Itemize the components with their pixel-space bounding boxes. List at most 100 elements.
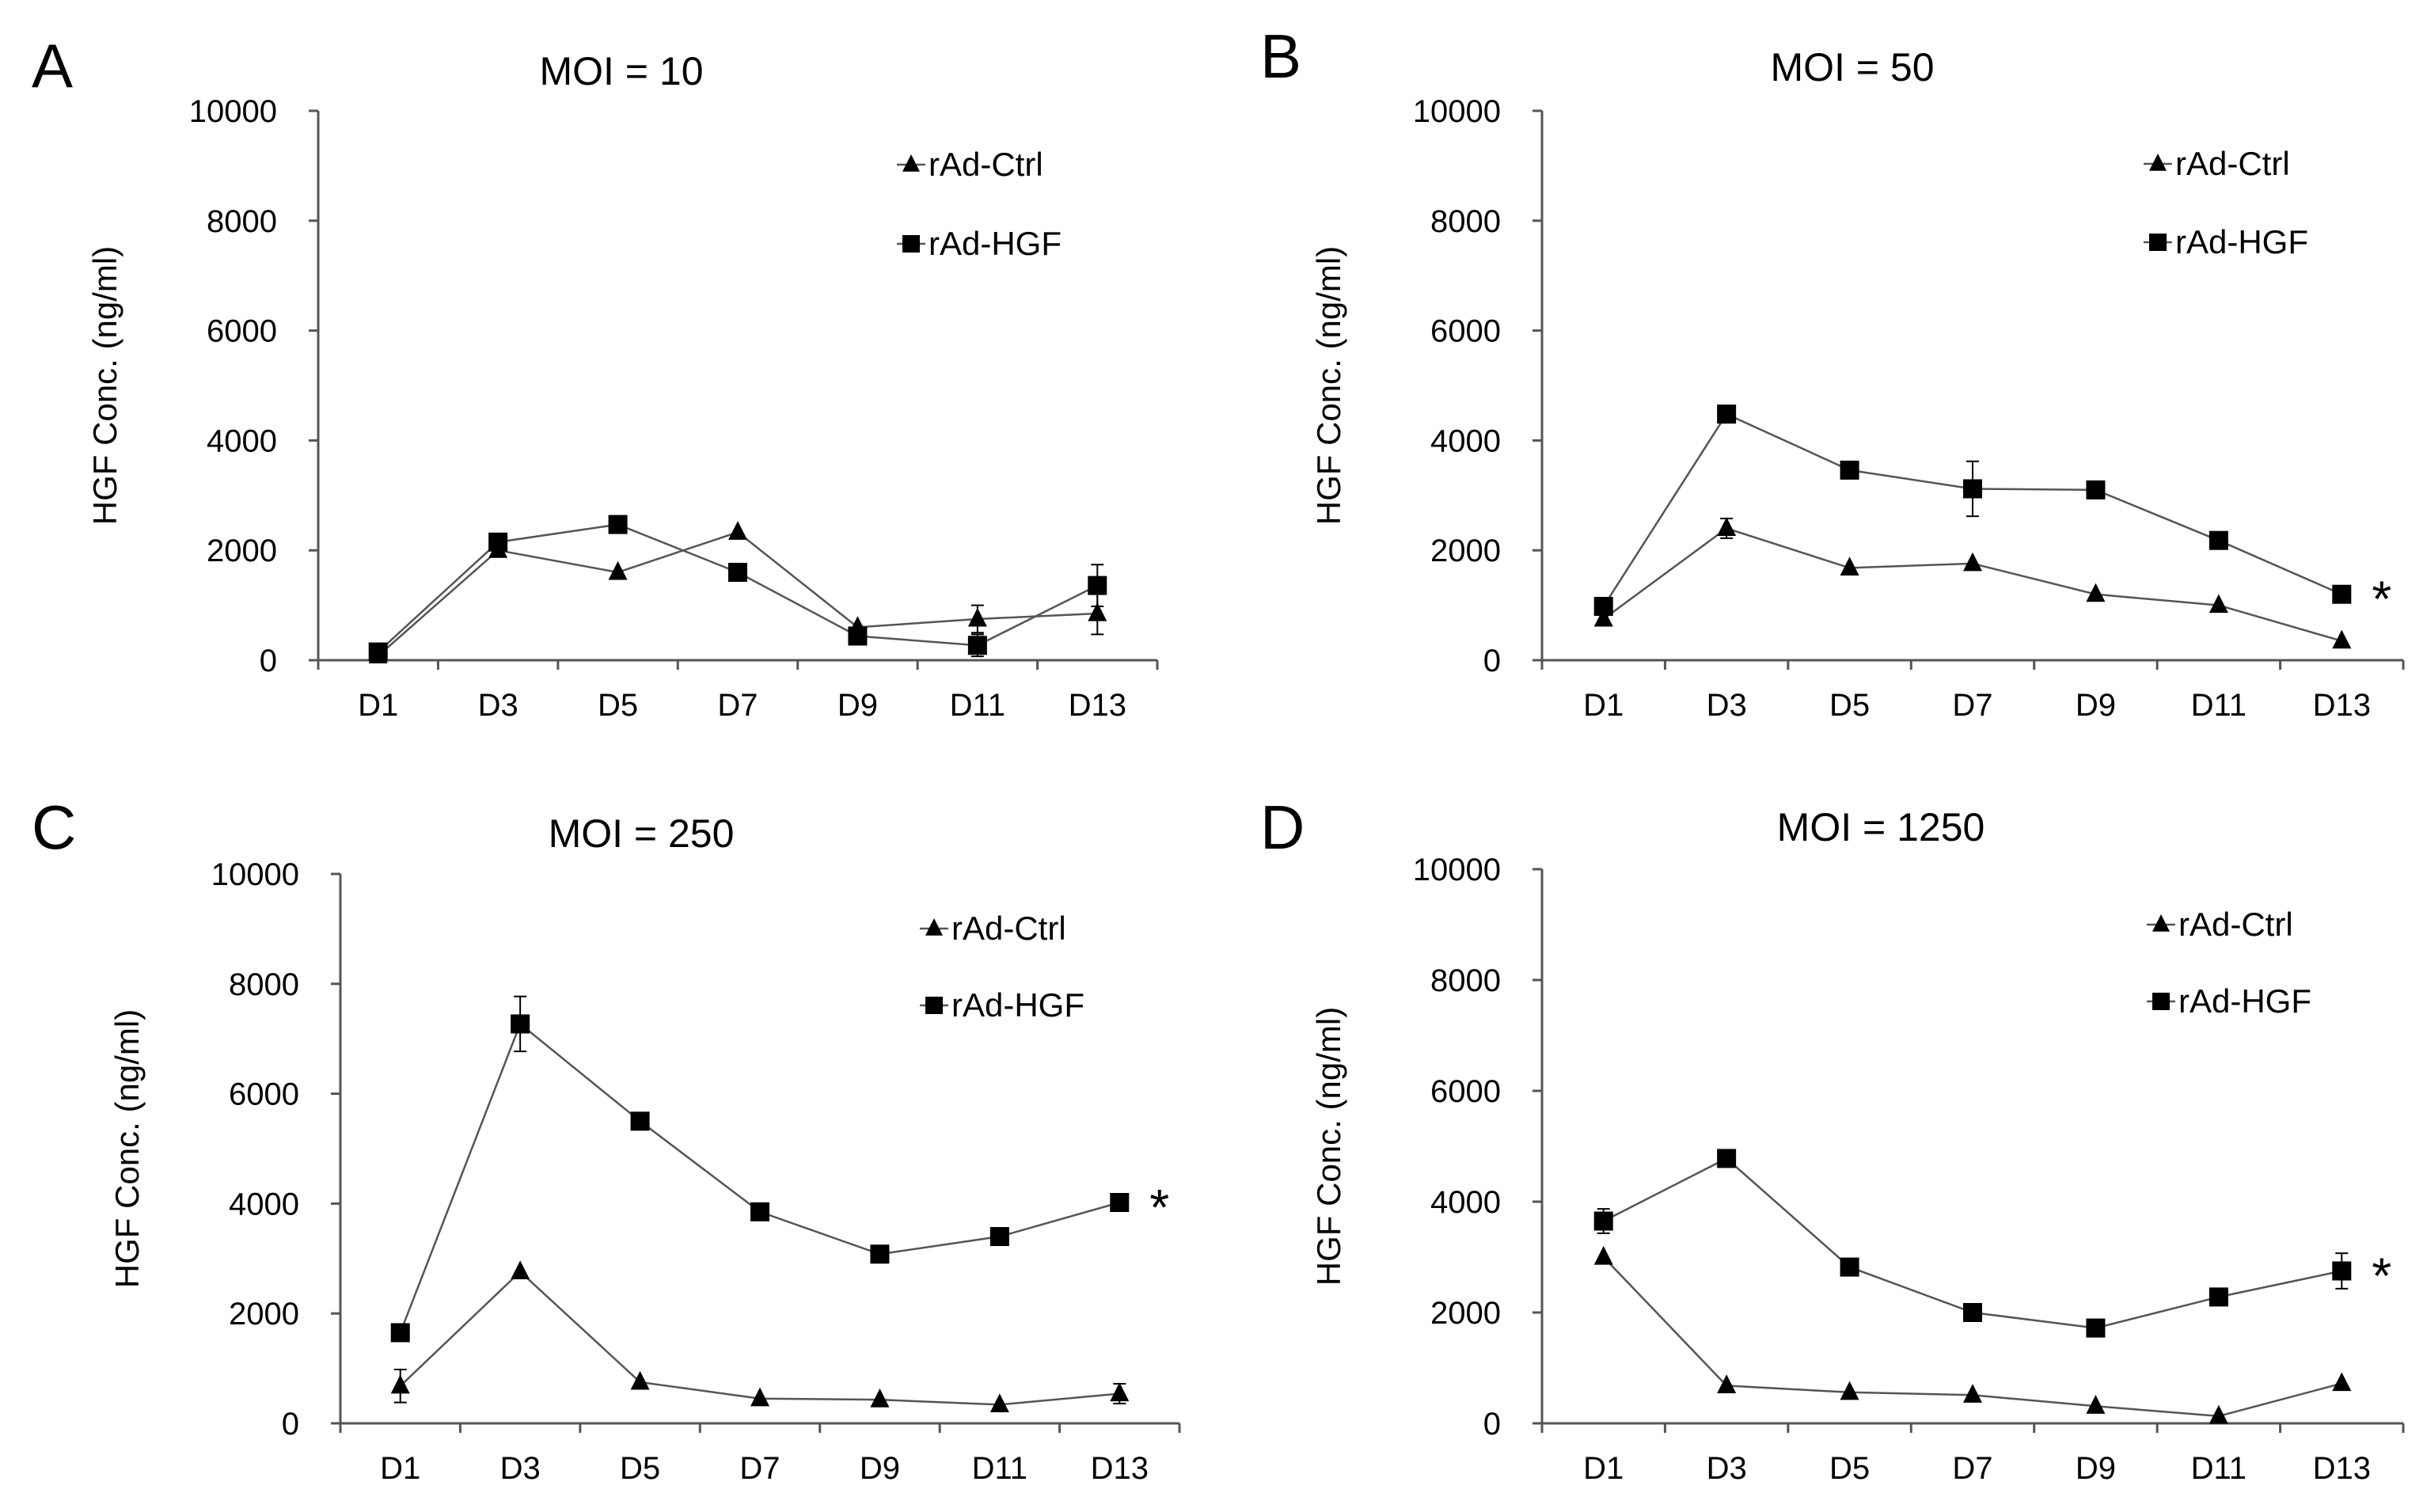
data-point-rad-ctrl-d1 [1593,1245,1613,1265]
x-tick-label: D5 [620,1451,660,1486]
panel-a: A MOI = 10 0 2000 4000 6000 8000 10000 D1 D3 D5 D7 D… [32,31,1159,723]
data-point-rad-hgf-d5 [630,1111,650,1131]
y-tick-label: 4000 [207,424,277,458]
data-point-rad-hgf-d1 [368,642,388,662]
y-tick-label: 8000 [1430,963,1501,998]
y-tick-label: 2000 [229,1297,299,1332]
data-point-rad-hgf-d3 [511,1014,530,1034]
data-point-rad-hgf-d11 [967,636,987,655]
series-rad-ctrl [1593,517,2352,649]
y-axis-title: HGF Conc. (ng/ml) [1310,246,1347,525]
data-point-rad-ctrl-d11 [989,1393,1009,1412]
significance-marker: * [1149,1179,1169,1236]
y-tick-label: 8000 [207,204,277,239]
data-point-rad-ctrl-d13 [2332,629,2352,649]
x-tick-label: D13 [1091,1451,1149,1486]
data-point-rad-ctrl-d7 [1963,552,1982,572]
y-tick-label: 2000 [1430,534,1501,568]
y-tick-label: 6000 [1430,314,1501,349]
data-point-rad-hgf-d5 [1840,460,1859,480]
legend-label: rAd-HGF [951,986,1084,1024]
data-point-rad-hgf-d13 [2332,1261,2352,1281]
x-tick-label: D1 [1583,1451,1624,1486]
data-point-rad-hgf-d3 [488,532,508,552]
y-tick-label: 10000 [1413,94,1501,129]
x-tick-label: D1 [380,1451,420,1486]
y-tick-label: 0 [1483,644,1501,678]
y-tick-label: 2000 [1430,1296,1501,1331]
data-point-rad-hgf-d7 [728,562,747,582]
series-rad-hgf [1593,405,2352,616]
data-point-rad-hgf-d11 [2209,530,2228,550]
x-tick-label: D3 [500,1451,541,1486]
y-tick-label: 2000 [207,534,277,568]
y-tick-label: 0 [1483,1407,1501,1442]
data-point-rad-hgf-d3 [1717,405,1737,424]
data-point-rad-ctrl-d9 [2086,1395,2106,1414]
data-point-rad-ctrl-d13 [2332,1372,2352,1392]
data-point-rad-hgf-d9 [870,1244,890,1264]
chart-title: MOI = 50 [1770,45,1934,89]
data-point-rad-ctrl-d11 [967,607,987,627]
data-point-rad-ctrl-d13 [1110,1382,1130,1402]
data-point-rad-ctrl-d7 [1963,1384,1982,1403]
y-axis-title: HGF Conc. (ng/ml) [1310,1007,1347,1286]
data-point-rad-hgf-d1 [1593,1211,1613,1231]
x-tick-label: D3 [478,688,518,723]
x-tick-label: D7 [1952,688,1992,723]
y-tick-label: 10000 [1413,853,1501,887]
x-tick-label: D9 [2076,1451,2116,1486]
series-rad-hgf [1593,1149,2352,1338]
x-tick-label: D5 [1829,688,1870,723]
y-tick-label: 0 [260,644,277,678]
legend-marker-rad-ctrl [902,154,920,172]
data-point-rad-ctrl-d5 [1840,557,1859,576]
data-point-rad-ctrl-d11 [2209,594,2228,614]
legend-marker-rad-hgf [2152,993,2170,1010]
x-tick-label: D9 [837,688,878,723]
y-tick-label: 0 [282,1407,299,1442]
legend-marker-rad-ctrl [2149,154,2167,171]
data-point-rad-hgf-d9 [2086,480,2106,500]
x-tick-label: D13 [2313,1451,2371,1486]
panel-letter: A [32,31,73,101]
legend-label: rAd-Ctrl [929,146,1043,183]
x-tick-label: D9 [2076,688,2116,723]
y-axis-title: HGF Conc. (ng/ml) [86,246,123,525]
y-tick-label: 8000 [1430,204,1501,239]
legend-marker-rad-hgf [2149,234,2167,251]
legend-label: rAd-HGF [2175,223,2308,260]
data-point-rad-hgf-d5 [608,515,628,534]
legend-label: rAd-HGF [929,225,1062,262]
data-point-rad-ctrl-d1 [390,1374,410,1394]
significance-marker: * [2372,1248,2391,1305]
panel-letter: D [1260,792,1305,862]
data-point-rad-ctrl-d3 [1717,1374,1737,1393]
x-tick-label: D5 [1829,1451,1870,1486]
data-point-rad-hgf-d1 [1593,596,1613,616]
panel-letter: B [1260,21,1301,91]
x-tick-label: D13 [2313,688,2371,723]
panel-letter: C [32,792,76,862]
x-tick-label: D11 [2191,1451,2247,1486]
data-point-rad-hgf-d7 [1963,479,1982,499]
panel-b: B MOI = 50 0 2000 4000 6000 8000 10000 D1 D3 D5 D7 D… [1260,21,2405,723]
data-point-rad-ctrl-d9 [2086,583,2106,602]
legend-marker-rad-hgf [902,235,920,253]
x-tick-label: D11 [950,688,1005,723]
legend-label: rAd-HGF [2178,982,2311,1020]
data-point-rad-ctrl-d7 [728,521,747,540]
y-tick-label: 4000 [1430,1185,1501,1220]
x-tick-label: D3 [1707,688,1747,723]
data-point-rad-ctrl-d1 [1593,607,1613,627]
data-point-rad-hgf-d7 [1963,1303,1982,1322]
x-tick-label: D7 [717,688,758,723]
data-point-rad-ctrl-d13 [1088,602,1107,621]
panel-d: D MOI = 1250 0 2000 4000 6000 8000 10000 D1 D3 D5 D… [1260,792,2405,1486]
x-tick-label: D7 [1952,1451,1992,1486]
y-axis-title: HGF Conc. (ng/ml) [108,1009,146,1288]
x-tick-label: D11 [972,1451,1027,1486]
chart-title: MOI = 250 [549,811,735,856]
